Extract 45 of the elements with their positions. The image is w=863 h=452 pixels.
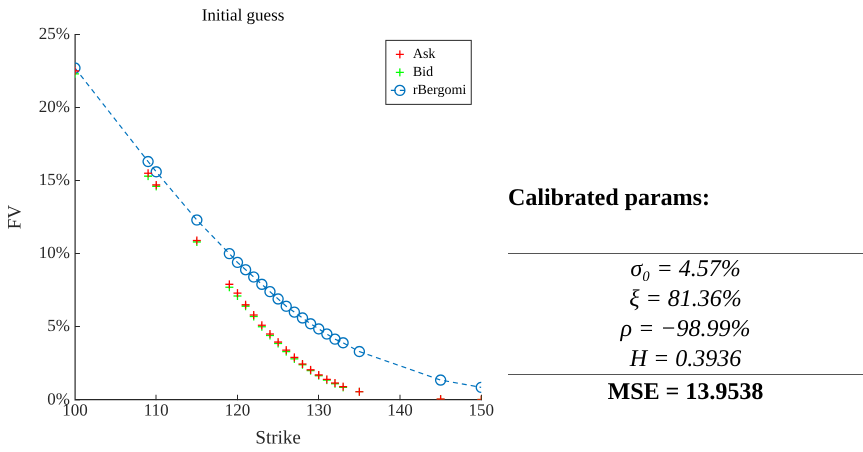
y-tick-label: 15% bbox=[38, 170, 70, 190]
point bbox=[232, 288, 242, 298]
text: ξ = 81.36% bbox=[628, 285, 743, 314]
legend-label: Bid bbox=[412, 65, 434, 80]
point bbox=[272, 293, 284, 305]
point bbox=[232, 256, 244, 268]
x-tick-label: 110 bbox=[144, 400, 169, 420]
point bbox=[143, 168, 153, 178]
point bbox=[288, 306, 300, 318]
point bbox=[313, 323, 324, 335]
point bbox=[321, 328, 333, 340]
point bbox=[264, 286, 276, 298]
legend-label: Ask bbox=[412, 47, 436, 62]
x-tick-label: 120 bbox=[224, 400, 250, 420]
point bbox=[248, 271, 260, 283]
x-tick-label: 130 bbox=[306, 400, 332, 420]
x-axis-title: Strike bbox=[255, 428, 301, 449]
text: MSE = 13.9538 bbox=[606, 378, 764, 407]
point bbox=[354, 346, 366, 358]
point bbox=[329, 333, 341, 345]
legend-label: rBergomi bbox=[412, 83, 466, 98]
point bbox=[150, 166, 162, 178]
point bbox=[142, 156, 154, 168]
text: Calibrated params: bbox=[508, 185, 711, 213]
point bbox=[434, 374, 446, 386]
text: ρ = −98.99% bbox=[619, 315, 752, 344]
point bbox=[296, 312, 308, 324]
y-tick-label: 20% bbox=[38, 96, 70, 116]
y-tick-label: 5% bbox=[47, 316, 70, 336]
point bbox=[280, 300, 292, 312]
x-tick-label: 150 bbox=[468, 400, 494, 420]
point bbox=[224, 248, 235, 260]
y-axis-title: FV bbox=[4, 204, 26, 230]
y-tick-label: 25% bbox=[38, 24, 70, 43]
point bbox=[240, 264, 252, 276]
point bbox=[337, 337, 349, 348]
x-tick-label: 140 bbox=[387, 400, 413, 420]
point bbox=[191, 214, 202, 226]
point bbox=[256, 278, 268, 290]
chart-title: Initial guess bbox=[202, 6, 284, 25]
text: σ₀ = 4.57% bbox=[629, 255, 742, 284]
point bbox=[304, 318, 316, 330]
point bbox=[224, 280, 234, 289]
text: H = 0.3936 bbox=[628, 345, 742, 374]
y-tick-label: 10% bbox=[38, 243, 70, 262]
